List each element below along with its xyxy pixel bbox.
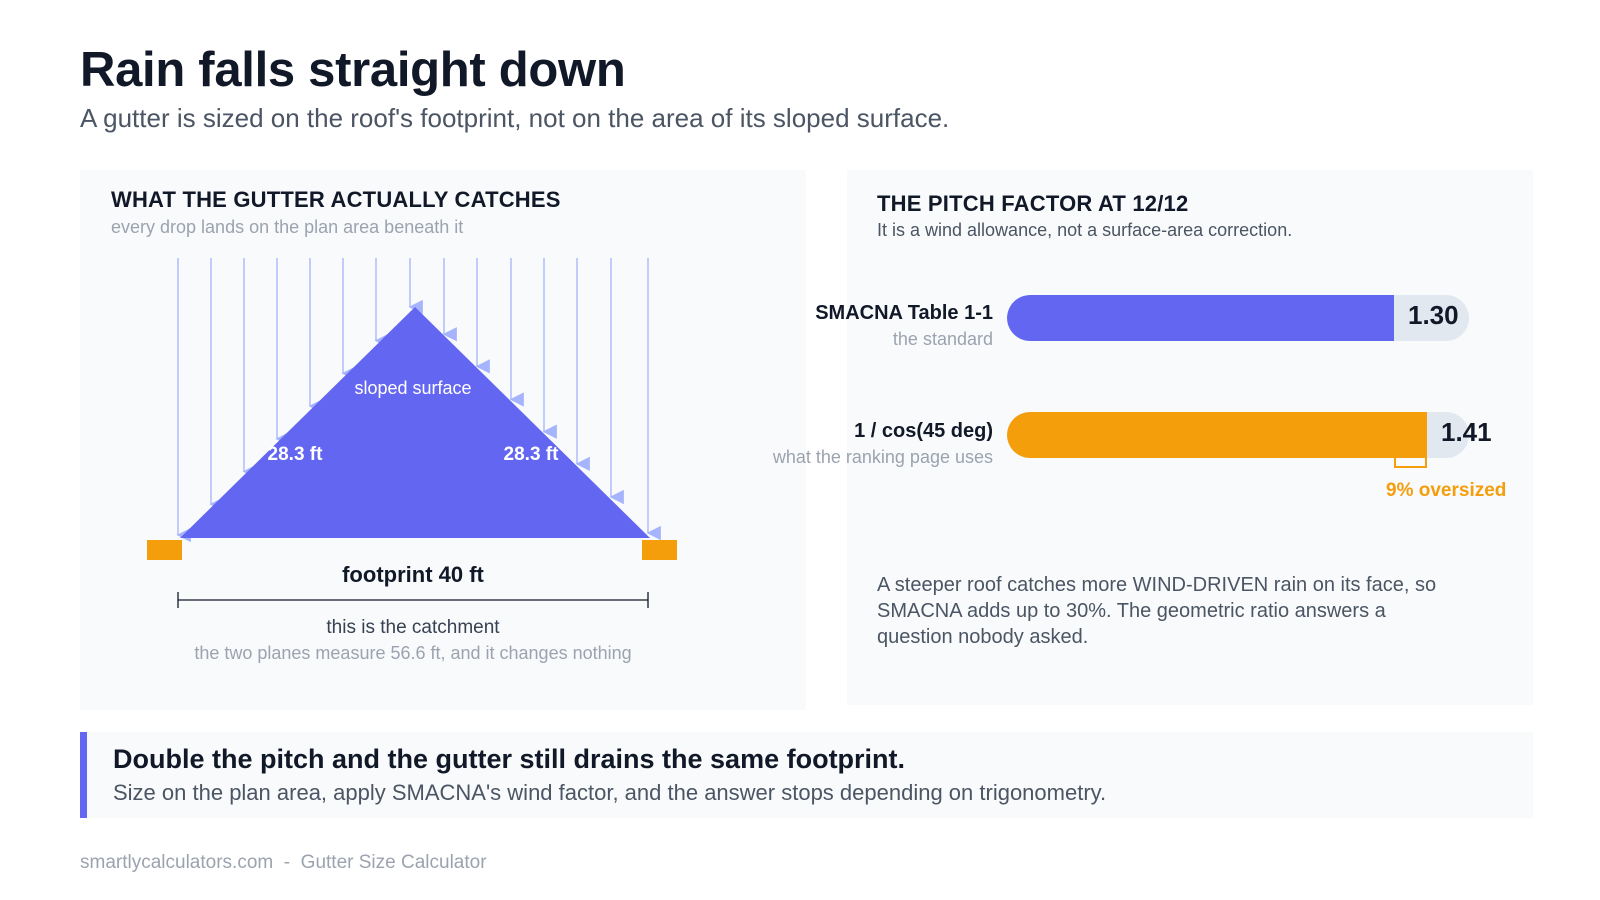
bar-label-smacna: SMACNA Table 1-1 the standard <box>815 302 993 350</box>
footer-tool: Gutter Size Calculator <box>300 852 487 873</box>
footer-credit: smartlycalculators.com - Gutter Size Cal… <box>80 852 487 874</box>
footprint-label: footprint 40 ft <box>342 562 484 587</box>
roof-triangle <box>180 307 650 538</box>
bar-value-smacna: 1.30 <box>1408 300 1459 330</box>
rain-arrows <box>176 258 661 543</box>
catchment-heading: WHAT THE GUTTER ACTUALLY CATCHES <box>111 187 561 212</box>
pitch-factor-explanation: A steeper roof catches more WIND-DRIVEN … <box>877 574 1437 648</box>
bar-label-cosine: 1 / cos(45 deg) what the ranking page us… <box>773 420 993 468</box>
bar-row-cosine: 1 / cos(45 deg) what the ranking page us… <box>773 412 1533 472</box>
bar-value-cosine: 1.41 <box>1441 417 1492 447</box>
page-title: Rain falls straight down <box>80 43 626 97</box>
takeaway-body: Size on the plan area, apply SMACNA's wi… <box>113 780 1107 805</box>
oversize-label: 9% oversized <box>1386 480 1507 501</box>
pitch-factor-heading: THE PITCH FACTOR AT 12/12 <box>877 191 1189 216</box>
right-gutter <box>642 540 677 560</box>
bar-track-cosine <box>1007 412 1469 458</box>
catchment-subheading: every drop lands on the plan area beneat… <box>111 217 464 237</box>
footprint-dimension-line <box>177 592 649 608</box>
takeaway-headline: Double the pitch and the gutter still dr… <box>113 744 906 774</box>
catchment-label: this is the catchment <box>326 617 500 638</box>
pitch-factor-panel: THE PITCH FACTOR AT 12/12 It is a wind a… <box>773 170 1533 705</box>
footer-separator: - <box>283 852 291 873</box>
bar-note-smacna: the standard <box>892 329 993 349</box>
pitch-factor-subheading: It is a wind allowance, not a surface-ar… <box>877 220 1293 240</box>
oversize-bracket <box>1394 458 1427 468</box>
right-slope-label: 28.3 ft <box>504 444 560 465</box>
takeaway-callout: Double the pitch and the gutter still dr… <box>80 732 1533 818</box>
bar-fill-cosine <box>1007 412 1427 458</box>
roof-surface-label: sloped surface <box>354 378 471 398</box>
catchment-panel: WHAT THE GUTTER ACTUALLY CATCHES every d… <box>80 170 806 710</box>
bar-note-cosine: what the ranking page uses <box>772 447 993 467</box>
footer-site: smartlycalculators.com <box>80 852 274 873</box>
bar-fill-smacna <box>1007 295 1394 341</box>
bar-name-cosine: 1 / cos(45 deg) <box>854 420 993 442</box>
roof-diagram: sloped surface 28.3 ft 28.3 ft footprint… <box>147 258 677 663</box>
page-subtitle: A gutter is sized on the roof's footprin… <box>80 103 950 133</box>
left-slope-label: 28.3 ft <box>268 444 324 465</box>
bar-name-smacna: SMACNA Table 1-1 <box>815 302 993 324</box>
bar-track-smacna <box>1007 295 1469 341</box>
bar-row-smacna: SMACNA Table 1-1 the standard 1.30 <box>815 295 1533 355</box>
left-gutter <box>147 540 182 560</box>
catchment-note: the two planes measure 56.6 ft, and it c… <box>194 643 631 663</box>
